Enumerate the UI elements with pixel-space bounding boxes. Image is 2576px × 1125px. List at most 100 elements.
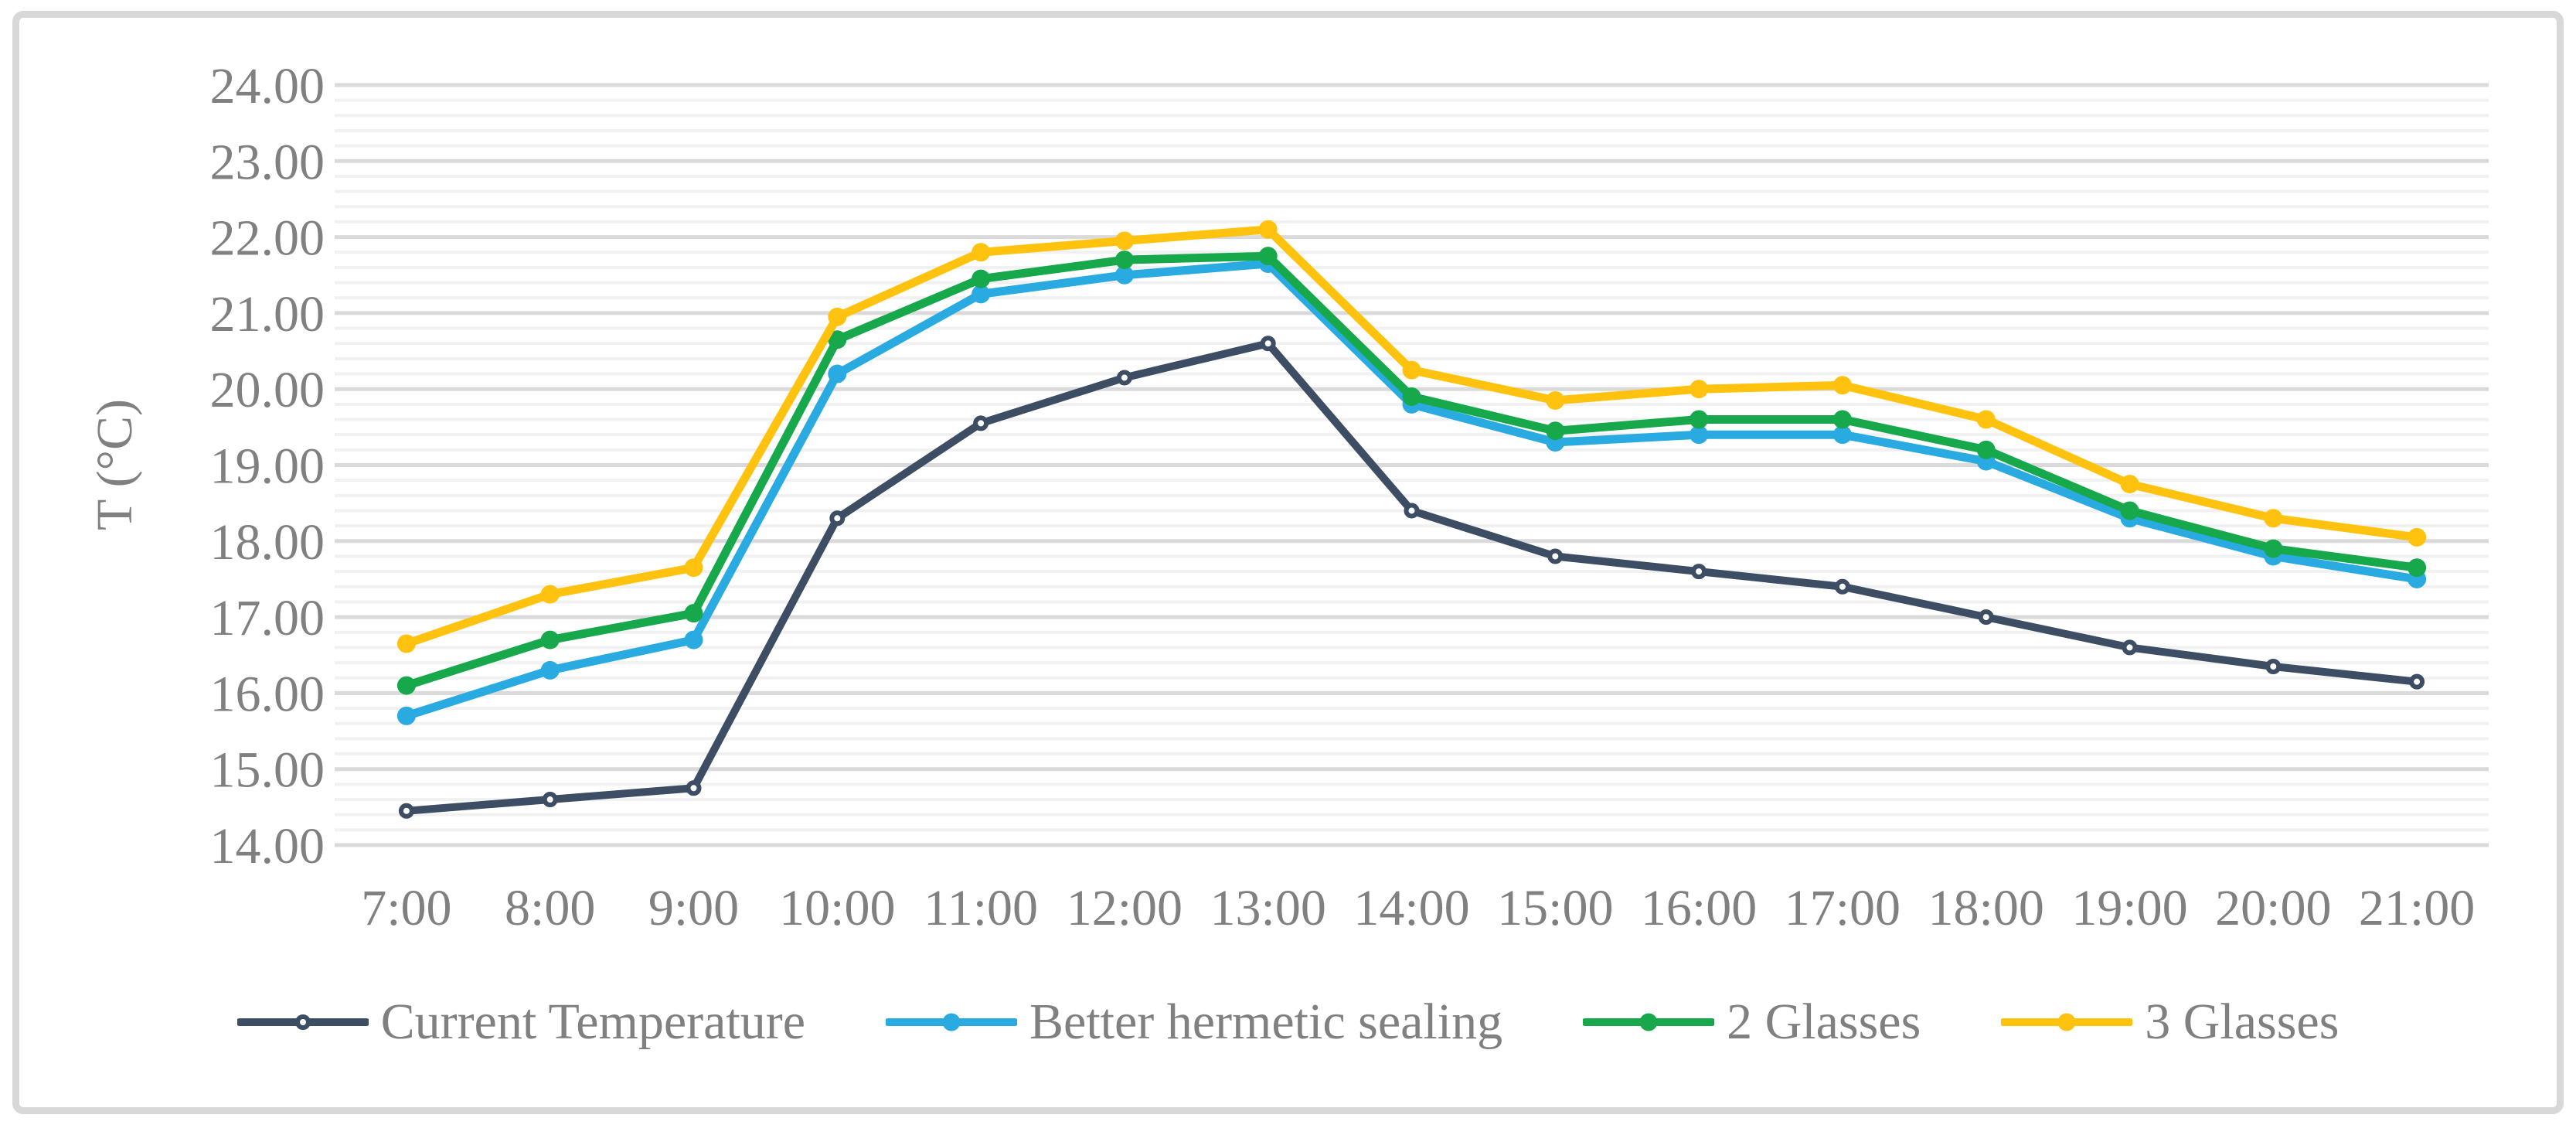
legend-label-2-glasses: 2 Glasses xyxy=(1727,994,1921,1050)
x-tick-label: 9:00 xyxy=(648,880,739,936)
x-tick-label: 17:00 xyxy=(1785,880,1901,936)
legend-marker-2-glasses xyxy=(1639,1013,1658,1031)
data-point-marker-current-temperature xyxy=(2122,639,2138,656)
y-tick-label: 22.00 xyxy=(210,210,325,267)
data-point-marker-current-temperature xyxy=(2265,658,2282,674)
data-point-marker-better-hermetic-sealing xyxy=(1114,265,1134,285)
data-point-marker-current-temperature xyxy=(1404,503,1420,519)
data-point-marker-3-glasses xyxy=(1258,220,1278,239)
data-point-marker-3-glasses xyxy=(1546,390,1565,410)
data-point-marker-3-glasses xyxy=(2120,475,2139,494)
data-point-marker-3-glasses xyxy=(1402,360,1421,380)
data-point-marker-3-glasses xyxy=(2408,527,2427,547)
data-point-marker-current-temperature xyxy=(1834,578,1850,595)
figure-border xyxy=(12,11,2564,1114)
data-point-marker-2-glasses xyxy=(1402,387,1421,407)
x-tick-label: 14:00 xyxy=(1353,880,1469,936)
data-point-marker-3-glasses xyxy=(2264,509,2283,528)
legend-swatch-current-temperature xyxy=(237,1014,369,1030)
data-point-marker-2-glasses xyxy=(396,676,416,695)
legend-item-better-hermetic-sealing: Better hermetic sealing xyxy=(886,997,1502,1048)
data-point-marker-2-glasses xyxy=(540,630,560,649)
y-tick-label: 15.00 xyxy=(210,742,325,799)
data-point-marker-2-glasses xyxy=(2264,539,2283,558)
data-point-marker-better-hermetic-sealing xyxy=(1832,425,1852,445)
x-tick-label: 8:00 xyxy=(505,880,595,936)
data-point-marker-current-temperature xyxy=(1260,336,1276,352)
data-point-marker-2-glasses xyxy=(1114,251,1134,270)
data-point-marker-current-temperature xyxy=(686,780,702,796)
series-better-hermetic-sealing xyxy=(396,254,2427,725)
y-axis-tick-labels: 14.00 15.00 16.00 17.00 18.00 19.00 20.00 21.00… xyxy=(210,58,325,874)
x-tick-label: 13:00 xyxy=(1210,880,1326,936)
legend-label-better-hermetic-sealing: Better hermetic sealing xyxy=(1029,994,1503,1050)
y-axis-title: T (°C) xyxy=(87,399,143,530)
data-point-marker-2-glasses xyxy=(2120,501,2139,520)
y-tick-label: 16.00 xyxy=(210,666,325,722)
series-current-temperature xyxy=(398,336,2425,819)
y-tick-label: 18.00 xyxy=(210,514,325,571)
data-point-marker-current-temperature xyxy=(542,792,558,808)
data-point-marker-current-temperature xyxy=(1116,370,1132,386)
legend-swatch-2-glasses xyxy=(1583,1013,1715,1031)
minor-gridlines xyxy=(335,98,2489,832)
data-point-marker-2-glasses xyxy=(972,269,991,288)
x-axis-tick-labels: 7:00 8:00 9:00 10:00 11:00 12:00 13:00 14:00 15:… xyxy=(361,880,2475,936)
x-tick-label: 16:00 xyxy=(1641,880,1757,936)
y-tick-label: 24.00 xyxy=(210,58,325,114)
y-tick-label: 14.00 xyxy=(210,818,325,874)
data-point-marker-current-temperature xyxy=(2409,673,2425,690)
data-point-marker-2-glasses xyxy=(1258,247,1278,266)
data-point-marker-3-glasses xyxy=(828,307,847,326)
legend-item-3-glasses: 3 Glasses xyxy=(2001,997,2339,1048)
x-tick-label: 18:00 xyxy=(1928,880,2044,936)
data-point-marker-3-glasses xyxy=(972,243,991,262)
y-tick-label: 20.00 xyxy=(210,362,325,418)
legend-item-2-glasses: 2 Glasses xyxy=(1583,997,1921,1048)
x-tick-label: 20:00 xyxy=(2215,880,2331,936)
data-point-marker-3-glasses xyxy=(540,585,560,604)
data-point-marker-3-glasses xyxy=(1690,380,1709,399)
x-tick-label: 19:00 xyxy=(2071,880,2187,936)
data-point-marker-current-temperature xyxy=(1691,564,1707,580)
y-tick-label: 19.00 xyxy=(210,438,325,495)
y-tick-label: 17.00 xyxy=(210,590,325,646)
data-point-marker-3-glasses xyxy=(396,634,416,653)
x-tick-label: 10:00 xyxy=(779,880,895,936)
y-tick-label: 21.00 xyxy=(210,286,325,343)
series-3-glasses xyxy=(396,220,2427,653)
data-point-marker-current-temperature xyxy=(1978,609,1994,626)
major-gridlines xyxy=(335,83,2489,847)
data-point-marker-2-glasses xyxy=(828,330,847,349)
data-point-marker-current-temperature xyxy=(398,803,414,819)
data-point-marker-better-hermetic-sealing xyxy=(684,630,703,649)
data-point-marker-better-hermetic-sealing xyxy=(396,706,416,725)
data-point-marker-current-temperature xyxy=(973,415,989,431)
data-point-marker-3-glasses xyxy=(1114,231,1134,251)
data-point-marker-better-hermetic-sealing xyxy=(540,660,560,680)
data-point-marker-2-glasses xyxy=(2408,558,2427,578)
data-point-marker-current-temperature xyxy=(1547,548,1564,564)
chart-legend: Current Temperature Better hermetic seali… xyxy=(0,984,2576,1061)
x-tick-label: 15:00 xyxy=(1497,880,1613,936)
data-point-marker-2-glasses xyxy=(1546,421,1565,441)
legend-swatch-3-glasses xyxy=(2001,1013,2133,1031)
x-tick-label: 21:00 xyxy=(2359,880,2475,936)
legend-label-current-temperature: Current Temperature xyxy=(380,994,806,1050)
legend-label-3-glasses: 3 Glasses xyxy=(2145,994,2339,1050)
series-2-glasses xyxy=(396,247,2427,695)
data-point-marker-better-hermetic-sealing xyxy=(1690,425,1709,445)
legend-marker-3-glasses xyxy=(2057,1013,2076,1031)
data-point-marker-2-glasses xyxy=(684,604,703,623)
x-tick-label: 12:00 xyxy=(1067,880,1183,936)
legend-swatch-better-hermetic-sealing xyxy=(886,1013,1018,1031)
y-tick-label: 23.00 xyxy=(210,134,325,190)
x-tick-label: 11:00 xyxy=(924,880,1038,936)
data-point-marker-2-glasses xyxy=(1690,410,1709,429)
x-tick-label: 7:00 xyxy=(361,880,451,936)
legend-marker-better-hermetic-sealing xyxy=(942,1013,961,1031)
data-point-marker-3-glasses xyxy=(1976,410,1996,429)
data-point-marker-current-temperature xyxy=(829,510,846,527)
data-point-marker-2-glasses xyxy=(1832,410,1852,429)
